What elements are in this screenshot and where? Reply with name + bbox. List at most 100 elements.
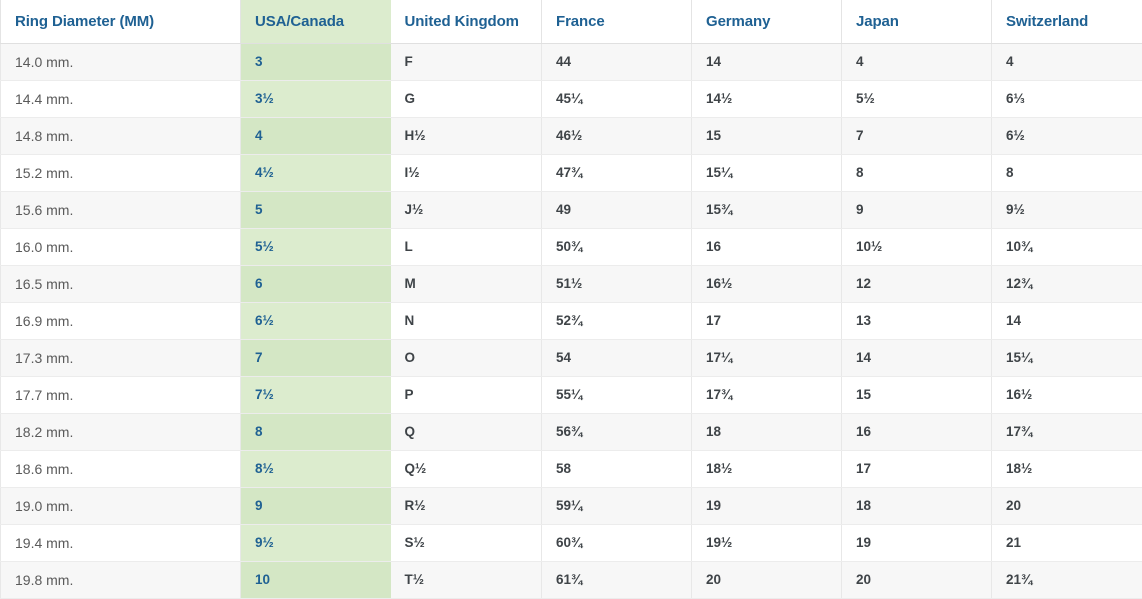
table-row: 16.9 mm. 6½ N 52¾ 17 13 14	[0, 302, 1142, 340]
cell-switzerland: 9½	[991, 191, 1142, 229]
cell-japan: 5½	[841, 80, 992, 118]
cell-uk: J½	[390, 191, 542, 229]
column-header-usa_canada: USA/Canada	[240, 0, 391, 44]
cell-diameter: 19.8 mm.	[0, 561, 241, 599]
cell-switzerland: 15¼	[991, 339, 1142, 377]
cell-france: 51½	[541, 265, 692, 303]
cell-usa_canada: 9	[240, 487, 391, 525]
cell-france: 61¾	[541, 561, 692, 599]
cell-diameter: 14.4 mm.	[0, 80, 241, 118]
cell-france: 52¾	[541, 302, 692, 340]
cell-switzerland: 20	[991, 487, 1142, 525]
cell-usa_canada: 4	[240, 117, 391, 155]
cell-switzerland: 4	[991, 43, 1142, 81]
column-header-germany: Germany	[691, 0, 842, 44]
cell-switzerland: 21¾	[991, 561, 1142, 599]
cell-germany: 14½	[691, 80, 842, 118]
table-row: 15.6 mm. 5 J½ 49 15¾ 9 9½	[0, 191, 1142, 229]
table-row: 14.8 mm. 4 H½ 46½ 15 7 6½	[0, 117, 1142, 155]
column-header-france: France	[541, 0, 692, 44]
cell-japan: 8	[841, 154, 992, 192]
cell-uk: L	[390, 228, 542, 266]
cell-japan: 18	[841, 487, 992, 525]
cell-japan: 14	[841, 339, 992, 377]
cell-japan: 13	[841, 302, 992, 340]
cell-diameter: 19.0 mm.	[0, 487, 241, 525]
cell-diameter: 15.6 mm.	[0, 191, 241, 229]
cell-usa_canada: 8½	[240, 450, 391, 488]
cell-germany: 16	[691, 228, 842, 266]
cell-germany: 17¾	[691, 376, 842, 414]
table-row: 14.0 mm. 3 F 44 14 4 4	[0, 43, 1142, 81]
cell-france: 45¼	[541, 80, 692, 118]
cell-diameter: 15.2 mm.	[0, 154, 241, 192]
cell-germany: 15	[691, 117, 842, 155]
table-row: 18.2 mm. 8 Q 56¾ 18 16 17¾	[0, 413, 1142, 451]
cell-france: 49	[541, 191, 692, 229]
cell-france: 59¼	[541, 487, 692, 525]
cell-germany: 18½	[691, 450, 842, 488]
table-row: 16.5 mm. 6 M 51½ 16½ 12 12¾	[0, 265, 1142, 303]
column-header-switzerland: Switzerland	[991, 0, 1142, 44]
cell-uk: T½	[390, 561, 542, 599]
cell-japan: 20	[841, 561, 992, 599]
cell-germany: 18	[691, 413, 842, 451]
cell-diameter: 19.4 mm.	[0, 524, 241, 562]
cell-usa_canada: 3½	[240, 80, 391, 118]
table-row: 19.4 mm. 9½ S½ 60¾ 19½ 19 21	[0, 524, 1142, 562]
column-header-japan: Japan	[841, 0, 992, 44]
cell-uk: M	[390, 265, 542, 303]
cell-uk: P	[390, 376, 542, 414]
cell-switzerland: 16½	[991, 376, 1142, 414]
cell-diameter: 17.7 mm.	[0, 376, 241, 414]
table-row: 15.2 mm. 4½ I½ 47¾ 15¼ 8 8	[0, 154, 1142, 192]
cell-uk: Q½	[390, 450, 542, 488]
cell-japan: 16	[841, 413, 992, 451]
cell-france: 46½	[541, 117, 692, 155]
cell-usa_canada: 10	[240, 561, 391, 599]
cell-germany: 19½	[691, 524, 842, 562]
cell-uk: O	[390, 339, 542, 377]
cell-uk: R½	[390, 487, 542, 525]
cell-france: 58	[541, 450, 692, 488]
cell-switzerland: 14	[991, 302, 1142, 340]
cell-france: 54	[541, 339, 692, 377]
table-row: 18.6 mm. 8½ Q½ 58 18½ 17 18½	[0, 450, 1142, 488]
cell-usa_canada: 9½	[240, 524, 391, 562]
cell-uk: S½	[390, 524, 542, 562]
table-row: 19.8 mm. 10 T½ 61¾ 20 20 21¾	[0, 561, 1142, 599]
cell-usa_canada: 3	[240, 43, 391, 81]
cell-switzerland: 8	[991, 154, 1142, 192]
cell-switzerland: 17¾	[991, 413, 1142, 451]
cell-usa_canada: 8	[240, 413, 391, 451]
table-row: 17.3 mm. 7 O 54 17¼ 14 15¼	[0, 339, 1142, 377]
cell-france: 55¼	[541, 376, 692, 414]
column-header-diameter: Ring Diameter (MM)	[0, 0, 241, 44]
cell-uk: G	[390, 80, 542, 118]
cell-usa_canada: 5½	[240, 228, 391, 266]
cell-diameter: 16.5 mm.	[0, 265, 241, 303]
cell-france: 60¾	[541, 524, 692, 562]
table-header: Ring Diameter (MM) USA/Canada United Kingd…	[0, 0, 1142, 44]
cell-uk: N	[390, 302, 542, 340]
cell-diameter: 16.9 mm.	[0, 302, 241, 340]
cell-usa_canada: 4½	[240, 154, 391, 192]
cell-switzerland: 10¾	[991, 228, 1142, 266]
cell-usa_canada: 6½	[240, 302, 391, 340]
cell-uk: F	[390, 43, 542, 81]
cell-japan: 10½	[841, 228, 992, 266]
cell-france: 50¾	[541, 228, 692, 266]
cell-uk: H½	[390, 117, 542, 155]
table-row: 14.4 mm. 3½ G 45¼ 14½ 5½ 6⅓	[0, 80, 1142, 118]
cell-japan: 12	[841, 265, 992, 303]
cell-france: 56¾	[541, 413, 692, 451]
table-row: 17.7 mm. 7½ P 55¼ 17¾ 15 16½	[0, 376, 1142, 414]
column-header-uk: United Kingdom	[390, 0, 542, 44]
cell-diameter: 14.8 mm.	[0, 117, 241, 155]
cell-diameter: 16.0 mm.	[0, 228, 241, 266]
cell-germany: 17	[691, 302, 842, 340]
cell-france: 44	[541, 43, 692, 81]
cell-japan: 4	[841, 43, 992, 81]
cell-usa_canada: 7	[240, 339, 391, 377]
cell-diameter: 17.3 mm.	[0, 339, 241, 377]
